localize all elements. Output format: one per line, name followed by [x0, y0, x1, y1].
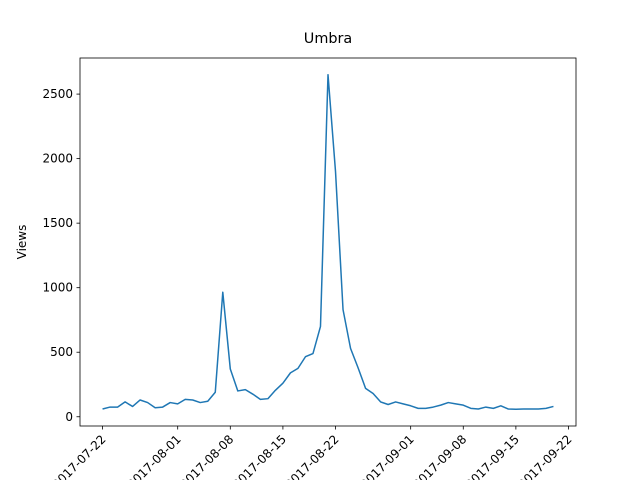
y-tick-label: 0 [65, 410, 73, 424]
y-tick-label: 2000 [42, 152, 73, 166]
y-tick-label: 2500 [42, 87, 73, 101]
data-line [102, 73, 554, 411]
y-tick-label: 500 [50, 345, 73, 359]
plot-frame [79, 57, 577, 427]
y-tick-label: 1000 [42, 281, 73, 295]
y-tick-label: 1500 [42, 216, 73, 230]
chart-title: Umbra [304, 31, 352, 47]
y-axis-label: Views [15, 225, 29, 260]
